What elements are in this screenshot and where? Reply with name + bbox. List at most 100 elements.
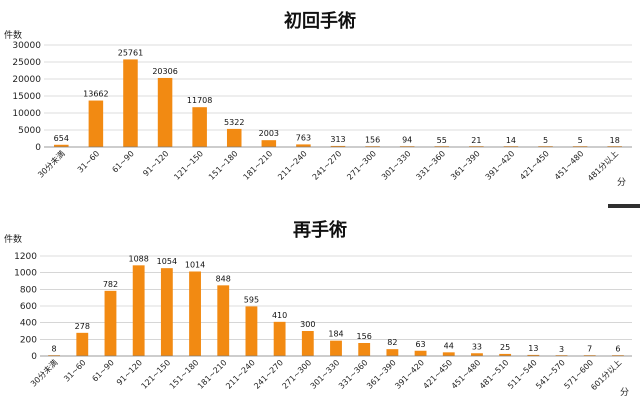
bar xyxy=(217,285,230,356)
chart-2-x-ticks: 30分未満 31~60 61~90 91~120121~150151~180181~2… xyxy=(28,357,623,392)
chart-2-y-unit: 件数 xyxy=(4,233,22,245)
x-tick-label: 361~390 xyxy=(365,358,398,391)
divider-bar xyxy=(608,204,640,208)
bar xyxy=(386,349,399,356)
bar xyxy=(189,271,201,356)
data-label: 5 xyxy=(578,136,583,145)
y-tick-label: 200 xyxy=(20,335,37,345)
data-label: 21 xyxy=(471,136,481,145)
data-label: 1054 xyxy=(157,257,177,266)
x-tick-label: 511~540 xyxy=(506,358,539,391)
data-label: 63 xyxy=(415,340,425,349)
x-tick-label: 481~510 xyxy=(478,358,511,391)
y-tick-label: 25000 xyxy=(12,58,41,68)
chart-2-y-ticks: 0 200 400 600 800 1000 1200 xyxy=(14,252,37,362)
x-tick-label: 30分未満 xyxy=(28,357,59,388)
bar xyxy=(132,265,145,356)
x-tick-label: 211~240 xyxy=(276,149,309,182)
bar xyxy=(273,321,286,356)
data-label: 11708 xyxy=(187,96,212,105)
y-tick-label: 5000 xyxy=(18,126,41,136)
x-tick-label: 421~450 xyxy=(421,358,454,391)
chart-1-x-unit: 分 xyxy=(617,177,626,188)
bar xyxy=(261,140,277,147)
chart-2-gridlines xyxy=(40,255,632,340)
data-label: 782 xyxy=(103,280,118,289)
data-label: 14 xyxy=(506,136,516,145)
x-tick-label: 151~180 xyxy=(168,358,201,391)
data-label: 25 xyxy=(500,343,510,352)
x-tick-label: 181~210 xyxy=(196,358,229,391)
x-tick-label: 331~360 xyxy=(414,149,447,182)
bar xyxy=(471,353,483,356)
x-tick-label: 91~120 xyxy=(141,149,170,178)
chart-1-bars xyxy=(54,59,622,148)
data-label: 13 xyxy=(528,344,538,353)
x-tick-label: 271~300 xyxy=(345,149,378,182)
data-label: 156 xyxy=(357,332,372,341)
data-label: 1088 xyxy=(128,254,148,263)
y-tick-label: 1000 xyxy=(14,269,37,279)
chart-2-bars xyxy=(48,265,624,356)
chart-2-x-unit: 分 xyxy=(620,387,629,398)
data-label: 33 xyxy=(472,342,482,351)
data-label: 2003 xyxy=(259,129,279,138)
x-tick-label: 31~60 xyxy=(76,149,102,175)
x-tick-label: 31~60 xyxy=(62,358,88,384)
y-tick-label: 600 xyxy=(20,302,37,312)
chart-2-data-labels: 8 278 782 1088 1054 1014 848 595 410 300 184 156 82 6… xyxy=(52,254,621,353)
bar xyxy=(499,353,512,356)
bar xyxy=(157,77,173,147)
data-label: 82 xyxy=(387,338,397,347)
data-label: 156 xyxy=(365,135,380,144)
data-label: 763 xyxy=(296,133,311,142)
x-tick-label: 271~300 xyxy=(281,358,314,391)
data-label: 18 xyxy=(610,136,620,145)
chart-1-data-labels: 654 13662 25761 20306 11708 5322 2003 763 313 156… xyxy=(54,48,620,145)
bar xyxy=(296,144,311,147)
x-tick-label: 481分以上 xyxy=(586,149,620,183)
data-label: 44 xyxy=(444,341,454,350)
x-tick-label: 391~420 xyxy=(393,358,426,391)
bar xyxy=(192,107,207,147)
data-label: 5 xyxy=(543,136,548,145)
bar xyxy=(330,340,342,356)
bar xyxy=(245,306,258,356)
data-label: 184 xyxy=(328,330,343,339)
bar xyxy=(54,144,69,147)
x-tick-label: 61~90 xyxy=(110,149,136,175)
bar xyxy=(527,354,540,356)
chart-1-gridlines xyxy=(44,44,632,131)
x-tick-label: 241~270 xyxy=(252,358,285,391)
data-label: 7 xyxy=(587,344,592,353)
chart-initial-surgery: 初回手術 件数 0 5000 10000 15000 20000 25000 30000 6… xyxy=(4,10,632,188)
x-tick-label: 301~330 xyxy=(309,358,342,391)
x-tick-label: 331~360 xyxy=(337,358,370,391)
chart-1-x-ticks: 30分未満 31~60 61~90 91~120 121~150 151~180 181~2… xyxy=(35,148,620,183)
bar xyxy=(330,145,346,147)
data-label: 410 xyxy=(272,311,287,320)
data-label: 3 xyxy=(559,345,564,354)
data-label: 595 xyxy=(244,295,259,304)
bar xyxy=(442,352,455,356)
chart-1-y-ticks: 0 5000 10000 15000 20000 25000 30000 xyxy=(12,41,41,153)
x-tick-label: 451~480 xyxy=(450,358,483,391)
x-tick-label: 301~330 xyxy=(380,149,413,182)
x-tick-label: 391~420 xyxy=(484,149,517,182)
data-label: 300 xyxy=(300,320,315,329)
data-label: 6 xyxy=(615,345,620,354)
bar xyxy=(88,100,104,147)
bar xyxy=(414,350,427,356)
data-label: 313 xyxy=(330,135,345,144)
bar xyxy=(358,343,371,356)
chart-2-title: 再手術 xyxy=(293,219,347,241)
x-tick-label: 30分未満 xyxy=(35,148,66,179)
x-tick-label: 361~390 xyxy=(449,149,482,182)
bar xyxy=(104,290,117,356)
x-tick-label: 601分以上 xyxy=(589,358,623,392)
bar xyxy=(301,331,314,356)
y-tick-label: 1200 xyxy=(14,252,37,262)
x-tick-label: 91~120 xyxy=(115,358,144,387)
bar xyxy=(76,332,89,356)
data-label: 278 xyxy=(75,322,90,331)
